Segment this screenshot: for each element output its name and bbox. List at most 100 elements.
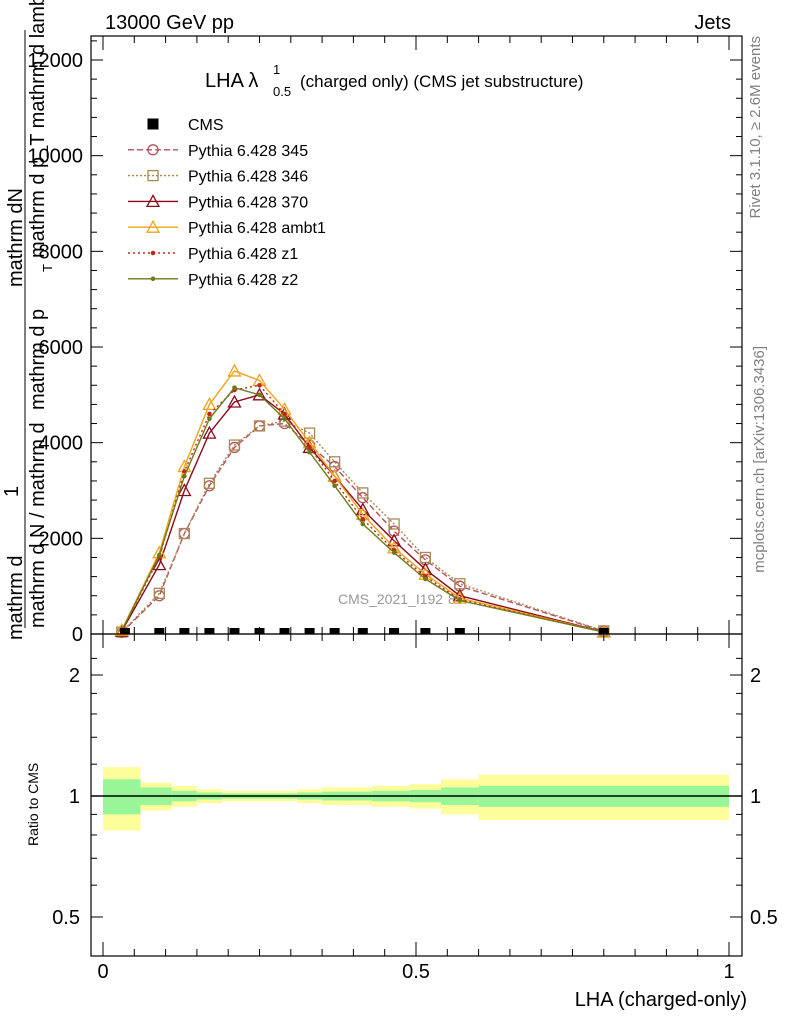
mcplots-label: mcplots.cern.ch [arXiv:1306.3436] [751, 346, 768, 573]
series-point [152, 557, 167, 571]
legend-label: CMS [188, 117, 224, 134]
ylabel-top: mathrm dN [5, 188, 27, 287]
series-point [357, 487, 369, 499]
ylabel-extra: mathrm d p [27, 309, 49, 410]
legend-label: Pythia 6.428 z2 [188, 272, 298, 289]
series-point [207, 411, 212, 417]
cms-point [229, 628, 240, 634]
ylabel-sub: T [40, 264, 55, 272]
legend-marker [150, 276, 156, 282]
header-energy-label: 13000 GeV pp [105, 12, 234, 34]
cms-point [279, 628, 290, 634]
analysis-watermark: CMS_2021_I192 [338, 591, 443, 607]
series-point [228, 439, 241, 451]
series-point [388, 518, 400, 530]
series-point [360, 516, 366, 522]
plot-title: LHA λ 1 0.5 (charged only) (CMS jet subs… [205, 62, 583, 99]
ratio-ytick-label: 1 [69, 786, 80, 808]
cms-point [357, 628, 368, 634]
ylabel-left-bottom: mathrm d N / mathrm d [27, 422, 49, 628]
series-point [202, 425, 217, 439]
legend-entry: Pythia 6.428 z2 [128, 272, 298, 289]
legend-marker [147, 169, 159, 182]
legend-entry: Pythia 6.428 z1 [128, 246, 298, 263]
legend-marker [147, 118, 159, 130]
ylabel-bottom: mathrm d p_T mathrm d lambda [27, 0, 49, 258]
series-point [282, 411, 287, 417]
rivet-version-label: Rivet 3.1.10, ≥ 2.6M events [747, 36, 764, 219]
series-point [391, 550, 397, 555]
legend-entry: Pythia 6.428 ambt1 [128, 219, 326, 237]
main-ytick-label: 0 [72, 624, 83, 646]
series-point [282, 416, 287, 422]
legend-marker [147, 144, 159, 156]
main-ytick-label: 8000 [39, 241, 84, 263]
main-ytick-label: 12000 [27, 50, 83, 72]
ratio-bands [103, 767, 729, 831]
ratio-xtick-label: 1 [723, 961, 734, 983]
cms-point [179, 628, 190, 634]
series-point [257, 392, 262, 398]
cms-point [454, 628, 465, 634]
series-point [202, 397, 217, 411]
title-rest: (charged only) (CMS jet substructure) [300, 72, 583, 91]
main-ylabel: mathrm dN mathrm d p_T mathrm d lambda m… [1, 0, 55, 640]
title-main: LHA λ [205, 70, 258, 92]
ratio-ytick-label-right: 1 [750, 786, 761, 808]
series-point [253, 420, 266, 432]
cms-point [598, 628, 609, 634]
series-point [328, 456, 341, 468]
ylabel-left-frag: mathrm d [5, 556, 27, 640]
legend-label: Pythia 6.428 345 [188, 143, 308, 160]
series-line [121, 422, 605, 634]
legend-label: Pythia 6.428 370 [188, 194, 308, 211]
series-point [153, 590, 165, 602]
header-jets-label: Jets [694, 12, 731, 34]
ratio-green-band [103, 779, 141, 815]
legend-entry: Pythia 6.428 345 [128, 143, 308, 160]
main-ytick-label: 2000 [39, 528, 84, 550]
ratio-xtick-label: 0.5 [402, 961, 430, 983]
series-point [360, 521, 366, 527]
series-point [332, 483, 337, 489]
cms-point [389, 628, 400, 634]
title-sub: 0.5 [273, 84, 291, 99]
main-ytick-label: 6000 [39, 337, 84, 359]
ratio-ylabel: Ratio to CMS [25, 763, 41, 846]
series-point [227, 363, 242, 377]
series-line [121, 370, 604, 633]
series-5 [119, 385, 607, 635]
legend: CMS Pythia 6.428 345 Pythia 6.428 346 Pythi… [128, 117, 326, 289]
cms-point [304, 628, 315, 634]
main-ytick-label: 4000 [39, 433, 84, 455]
series-point [307, 445, 312, 450]
series-point [157, 552, 162, 558]
ratio-xtick-label: 0 [97, 961, 108, 983]
cms-data-points [119, 628, 609, 634]
ylabel-one: 1 [1, 486, 23, 497]
ratio-ytick-label: 2 [69, 665, 80, 687]
legend-entry: Pythia 6.428 370 [128, 194, 308, 211]
series-point [303, 427, 316, 439]
series-point [232, 385, 237, 390]
legend-marker [145, 194, 161, 208]
ratio-ytick-label-right: 0.5 [750, 907, 778, 929]
cms-point [254, 628, 265, 634]
series-point [227, 394, 242, 408]
main-ytick-label: 10000 [27, 146, 83, 168]
title-sup: 1 [273, 62, 280, 77]
legend-entry: CMS [147, 117, 224, 134]
cms-point [329, 628, 340, 634]
legend-marker [150, 250, 156, 256]
cms-point [204, 628, 215, 634]
legend-label: Pythia 6.428 ambt1 [188, 220, 326, 237]
series-point [386, 533, 402, 547]
legend-label: Pythia 6.428 346 [188, 169, 308, 186]
series-point [332, 478, 337, 484]
series-point [178, 527, 191, 540]
series-point [182, 473, 187, 479]
legend-marker [145, 219, 161, 233]
series-point [177, 483, 192, 497]
series-point [388, 525, 400, 537]
